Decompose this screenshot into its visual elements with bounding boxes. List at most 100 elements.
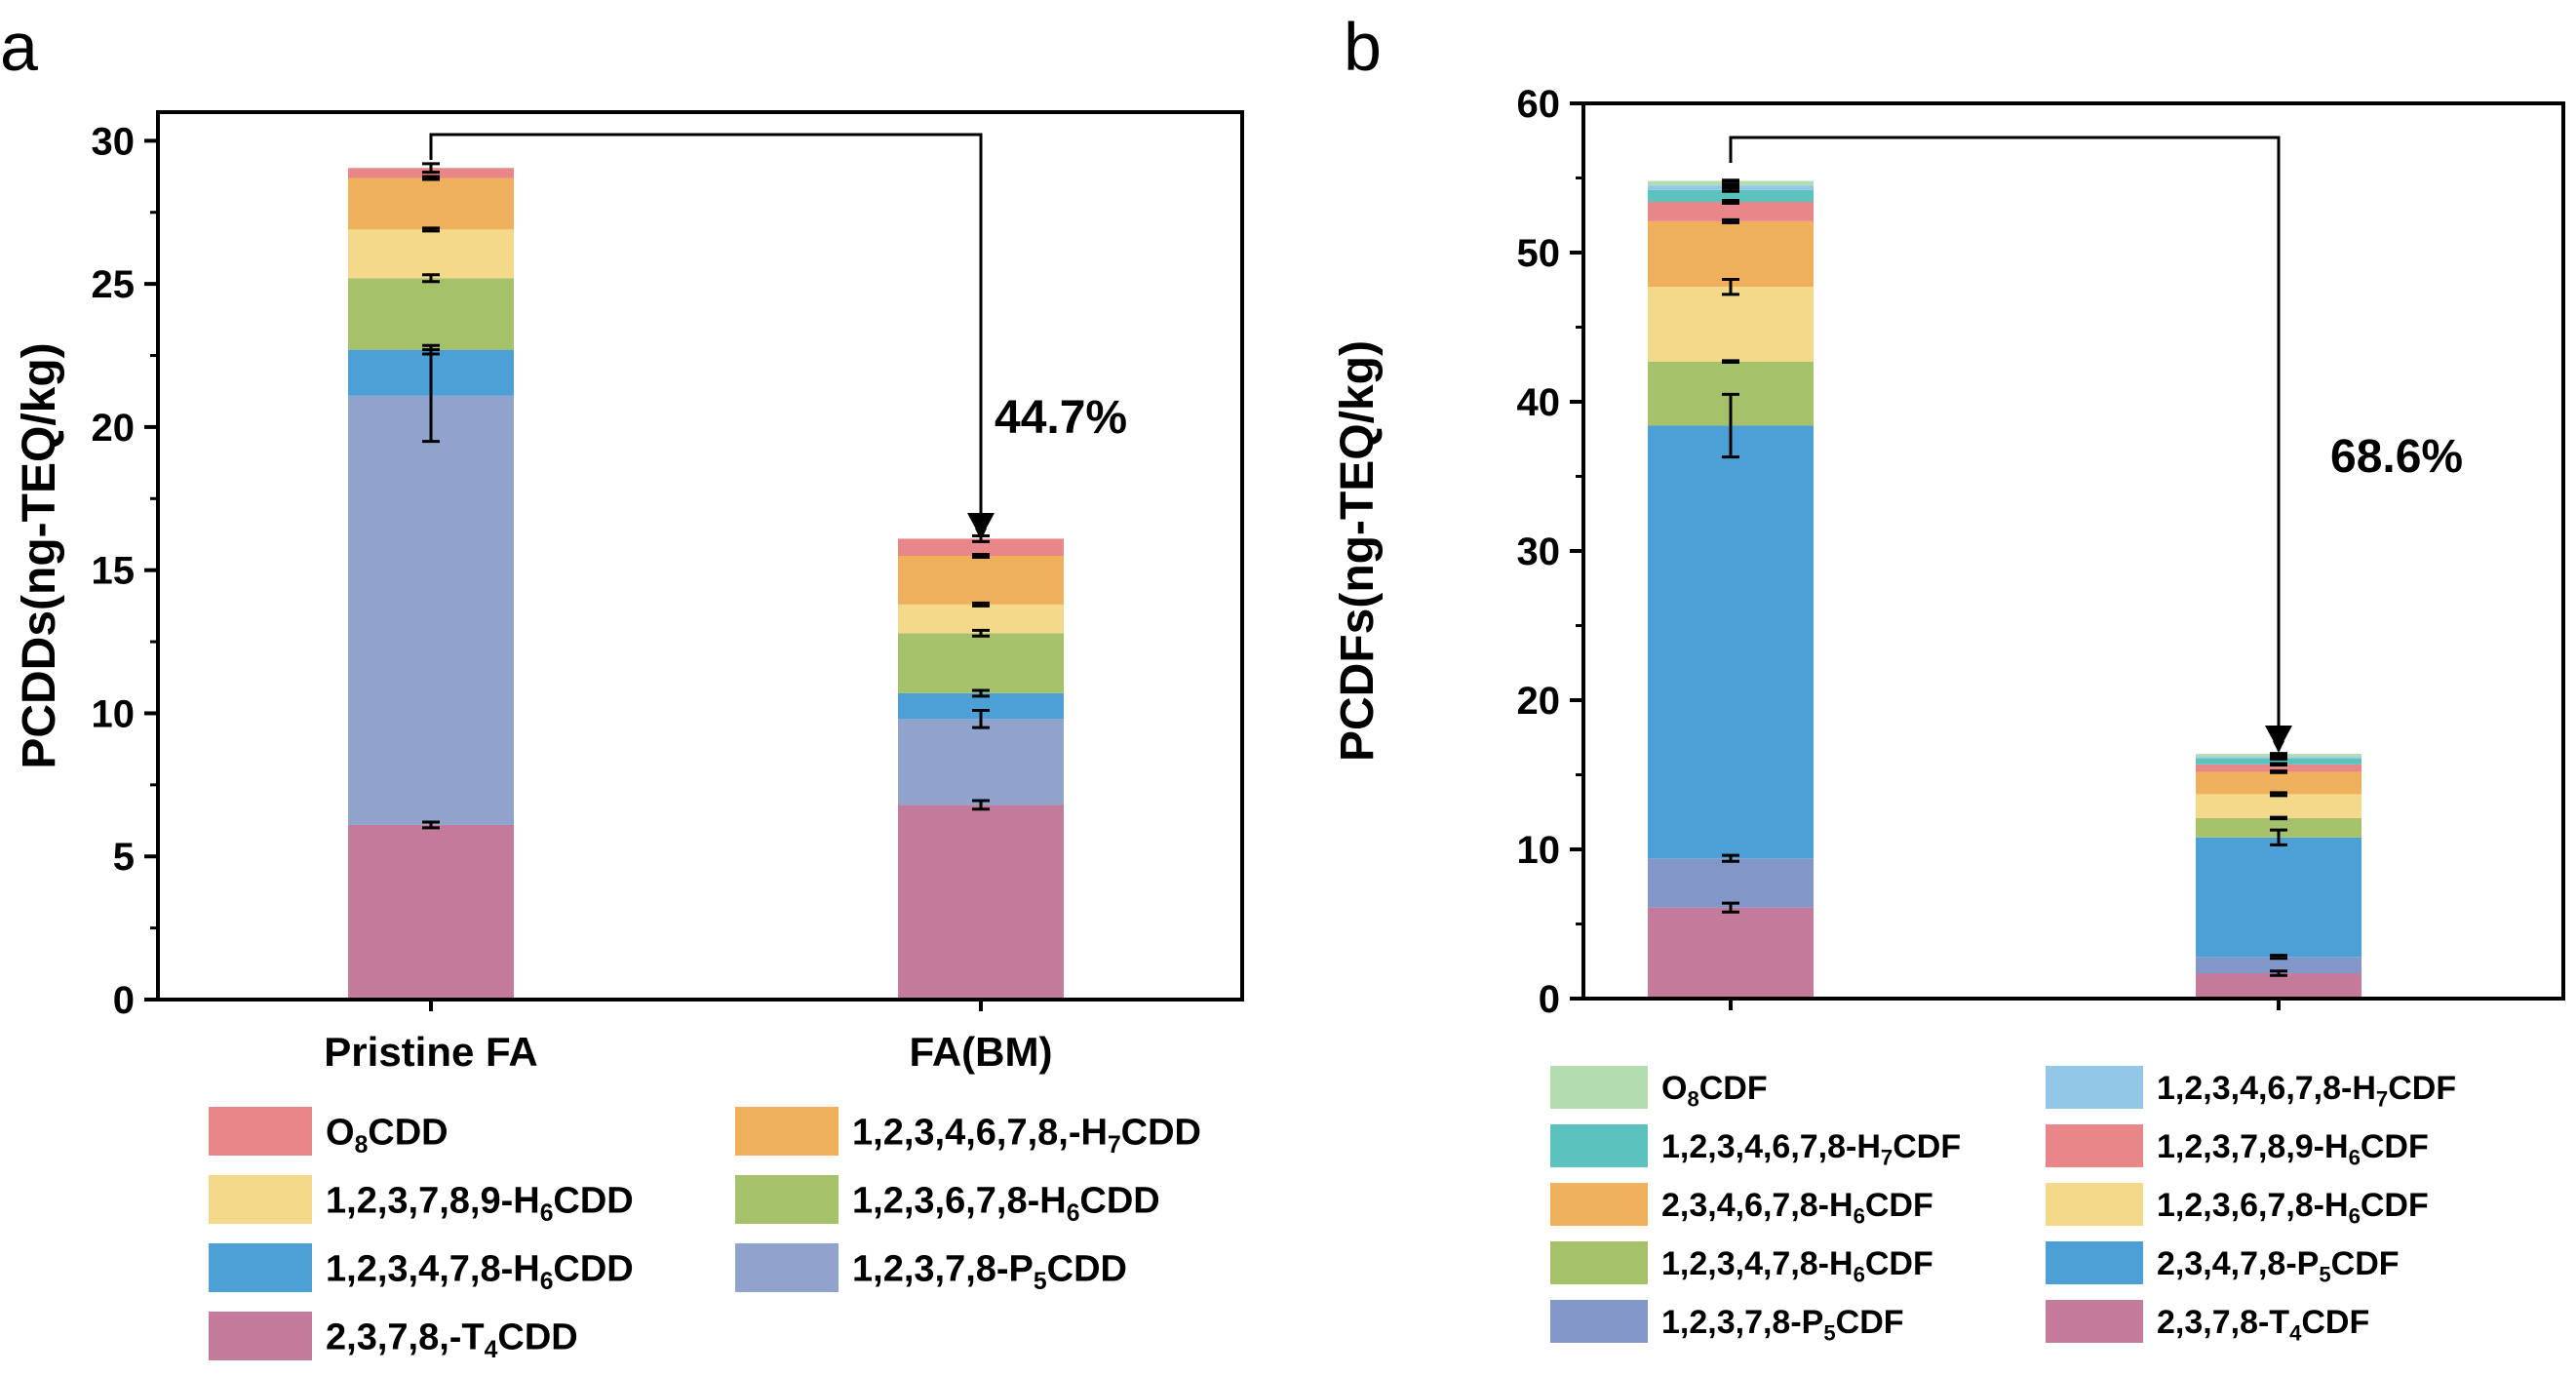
bar-segment-2-3-7-8-T4CDD-0 bbox=[348, 824, 514, 1000]
error-bar-5-1 bbox=[972, 553, 990, 559]
error-bar-1-0 bbox=[1722, 853, 1739, 863]
reduction-percentage: 44.7% bbox=[995, 392, 1127, 444]
legend-swatch bbox=[209, 1312, 312, 1360]
panel-a: a Pristine FA FA(BM) 0 5 10 15 20 25 30 PCDDs(ng-T… bbox=[0, 9, 1244, 1363]
y-axis-label: PCDDs(ng-TEQ/kg) bbox=[14, 342, 65, 768]
bar-segment-1-2-3-4-6-7-8-H7CDF-1 bbox=[2196, 758, 2361, 765]
error-bar-6-0 bbox=[422, 162, 440, 175]
legend-swatch bbox=[209, 1175, 312, 1224]
legend-label: 1,2,3,4,6,7,8,-H7CDD bbox=[852, 1113, 1201, 1159]
error-bar-8-1 bbox=[2270, 755, 2287, 760]
bar-segment-1-2-3-7-8-9-H6CDF-1 bbox=[2196, 764, 2361, 772]
error-bar-5-1 bbox=[2270, 769, 2287, 774]
legend-label: 1,2,3,6,7,8-H6CDD bbox=[852, 1181, 1160, 1227]
legend-label: O8CDD bbox=[326, 1113, 449, 1159]
error-bar-4-1 bbox=[2270, 791, 2287, 798]
bar-segment-1-2-3-6-7-8-H6CDD-0 bbox=[348, 278, 514, 350]
y-tick-label-3: 15 bbox=[92, 550, 136, 593]
y-tick-label-0: 0 bbox=[113, 979, 135, 1022]
legend-swatch bbox=[209, 1107, 312, 1156]
bar-segment-1-2-3-4-6-7-8-H7CDD-0 bbox=[348, 177, 514, 230]
reduction-percentage: 68.6% bbox=[2330, 431, 2463, 483]
bar-segment-O8CDD-1 bbox=[898, 538, 1064, 556]
y-tick-label-2: 10 bbox=[92, 692, 136, 735]
legend-item: 1,2,3,4,6,7,8,-H7CDD bbox=[735, 1107, 1201, 1159]
y-tick-label-2: 20 bbox=[1517, 680, 1561, 723]
bar-segment-1-2-3-7-8-9-H6CDF-0 bbox=[1648, 201, 1814, 221]
error-bar-9-1 bbox=[2270, 752, 2287, 757]
bar-segment-O8CDF-0 bbox=[1648, 180, 1814, 186]
error-bar-7-0 bbox=[1722, 186, 1739, 193]
error-bar-5-0 bbox=[422, 175, 440, 181]
legend-swatch bbox=[2046, 1183, 2143, 1226]
bar-segment-2-3-7-8-T4CDD-1 bbox=[898, 805, 1064, 1000]
legend-label: O8CDF bbox=[1661, 1070, 1768, 1111]
error-bar-9-0 bbox=[1722, 178, 1739, 183]
legend-swatch bbox=[735, 1243, 839, 1292]
error-bar-3-0 bbox=[1722, 359, 1739, 364]
legend-item: O8CDD bbox=[209, 1107, 449, 1159]
bar-segment-1-2-3-6-7-8-H6CDD-1 bbox=[898, 633, 1064, 693]
error-bar-8-0 bbox=[1722, 182, 1739, 188]
legend-label: 2,3,7,8,-T4CDD bbox=[326, 1317, 578, 1363]
legend-swatch bbox=[1550, 1124, 1648, 1167]
legend-label: 2,3,4,6,7,8-H6CDF bbox=[1661, 1187, 1933, 1228]
error-bar-4-0 bbox=[1722, 278, 1739, 296]
error-bar-3-1 bbox=[2270, 815, 2287, 821]
error-bar-6-0 bbox=[1722, 198, 1739, 206]
legend-swatch bbox=[735, 1107, 839, 1156]
error-bar-2-0 bbox=[1722, 392, 1739, 459]
bar-segment-1-2-3-6-7-8-H6CDF-1 bbox=[2196, 794, 2361, 818]
error-bar-4-0 bbox=[422, 226, 440, 233]
bar-segment-1-2-3-4-6-7-8-H7CDD-1 bbox=[898, 556, 1064, 605]
legend-label: 1,2,3,7,8,9-H6CDD bbox=[326, 1181, 634, 1227]
y-tick-label-4: 20 bbox=[92, 407, 136, 450]
legend-label: 1,2,3,7,8,9-H6CDF bbox=[2157, 1128, 2429, 1169]
bar-segment-1-2-3-7-8-9-H6CDD-0 bbox=[348, 229, 514, 279]
legend-item: 1,2,3,6,7,8-H6CDF bbox=[2046, 1183, 2429, 1229]
bar-segment-1-2-3-7-8-P5CDF-0 bbox=[1648, 858, 1814, 908]
bar-segment-2-3-7-8-T4CDF-0 bbox=[1648, 907, 1814, 999]
legend-swatch bbox=[1550, 1066, 1648, 1109]
legend-item: 1,2,3,6,7,8-H6CDD bbox=[735, 1175, 1160, 1227]
bar-segment-1-2-3-7-8-P5CDF-1 bbox=[2196, 957, 2361, 973]
error-bar-0-1 bbox=[972, 799, 990, 811]
legend-item: 1,2,3,7,8,9-H6CDF bbox=[2046, 1124, 2429, 1170]
legend-label: 1,2,3,7,8-P5CDD bbox=[852, 1249, 1127, 1295]
bar-segment-1-2-3-4-7-8-H6CDF-1 bbox=[2196, 817, 2361, 838]
error-bar-0-1 bbox=[2270, 969, 2287, 977]
bar-segment-2-3-4-7-8-P5CDF-0 bbox=[1648, 425, 1814, 859]
legend-item: 2,3,4,7,8-P5CDF bbox=[2046, 1241, 2400, 1287]
legend-item: O8CDF bbox=[1550, 1066, 1768, 1112]
legend-item: 1,2,3,7,8,9-H6CDD bbox=[209, 1175, 634, 1227]
legend-item: 1,2,3,4,7,8-H6CDD bbox=[209, 1243, 634, 1295]
legend-item: 1,2,3,4,6,7,8-H7CDF bbox=[2046, 1066, 2456, 1112]
legend-swatch bbox=[209, 1243, 312, 1292]
legend-swatch bbox=[735, 1175, 839, 1224]
legend-label: 2,3,4,7,8-P5CDF bbox=[2157, 1245, 2400, 1286]
error-bar-5-0 bbox=[1722, 217, 1739, 224]
legend-swatch bbox=[2046, 1241, 2143, 1284]
bar-segment-1-2-3-6-7-8-H6CDF-0 bbox=[1648, 287, 1814, 362]
arrow-head-icon bbox=[967, 513, 995, 538]
arrow-head-icon bbox=[2265, 726, 2292, 751]
error-bar-3-0 bbox=[422, 273, 440, 284]
error-bar-1-1 bbox=[972, 709, 990, 729]
reduction-arrow bbox=[1729, 136, 2284, 753]
legend-swatch bbox=[1550, 1183, 1648, 1226]
error-bar-0-0 bbox=[1722, 901, 1739, 914]
legend-item: 1,2,3,7,8-P5CDD bbox=[735, 1243, 1127, 1295]
y-tick-label-5: 50 bbox=[1517, 232, 1561, 275]
legend-label: 1,2,3,4,6,7,8-H7CDF bbox=[1661, 1128, 1961, 1169]
reduction-arrow bbox=[429, 133, 987, 540]
legend-swatch bbox=[2046, 1300, 2143, 1343]
legend-swatch bbox=[1550, 1300, 1648, 1343]
y-tick-label-4: 40 bbox=[1517, 381, 1561, 424]
legend-item: 1,2,3,7,8-P5CDF bbox=[1550, 1300, 1904, 1346]
bar-segment-2-3-4-7-8-P5CDF-1 bbox=[2196, 837, 2361, 958]
y-tick-label-6: 60 bbox=[1517, 83, 1561, 126]
legend-label: 1,2,3,4,6,7,8-H7CDF bbox=[2157, 1070, 2456, 1111]
error-bar-3-1 bbox=[972, 628, 990, 638]
legend-item: 2,3,7,8,-T4CDD bbox=[209, 1312, 578, 1363]
error-bar-6-1 bbox=[2270, 762, 2287, 767]
